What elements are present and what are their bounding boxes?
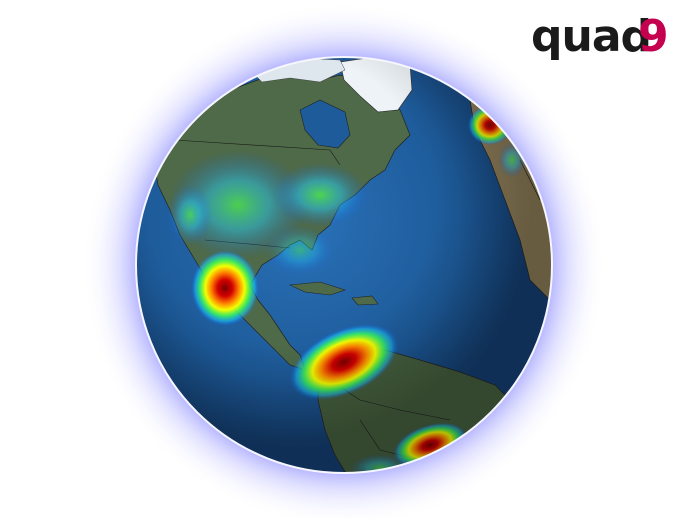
logo-accent-digit: 9	[638, 11, 669, 62]
globe-shading	[136, 57, 552, 473]
globe-rim	[135, 56, 553, 474]
quad9-logo: quad 9	[531, 11, 669, 62]
logo-wordmark: quad	[531, 11, 651, 62]
